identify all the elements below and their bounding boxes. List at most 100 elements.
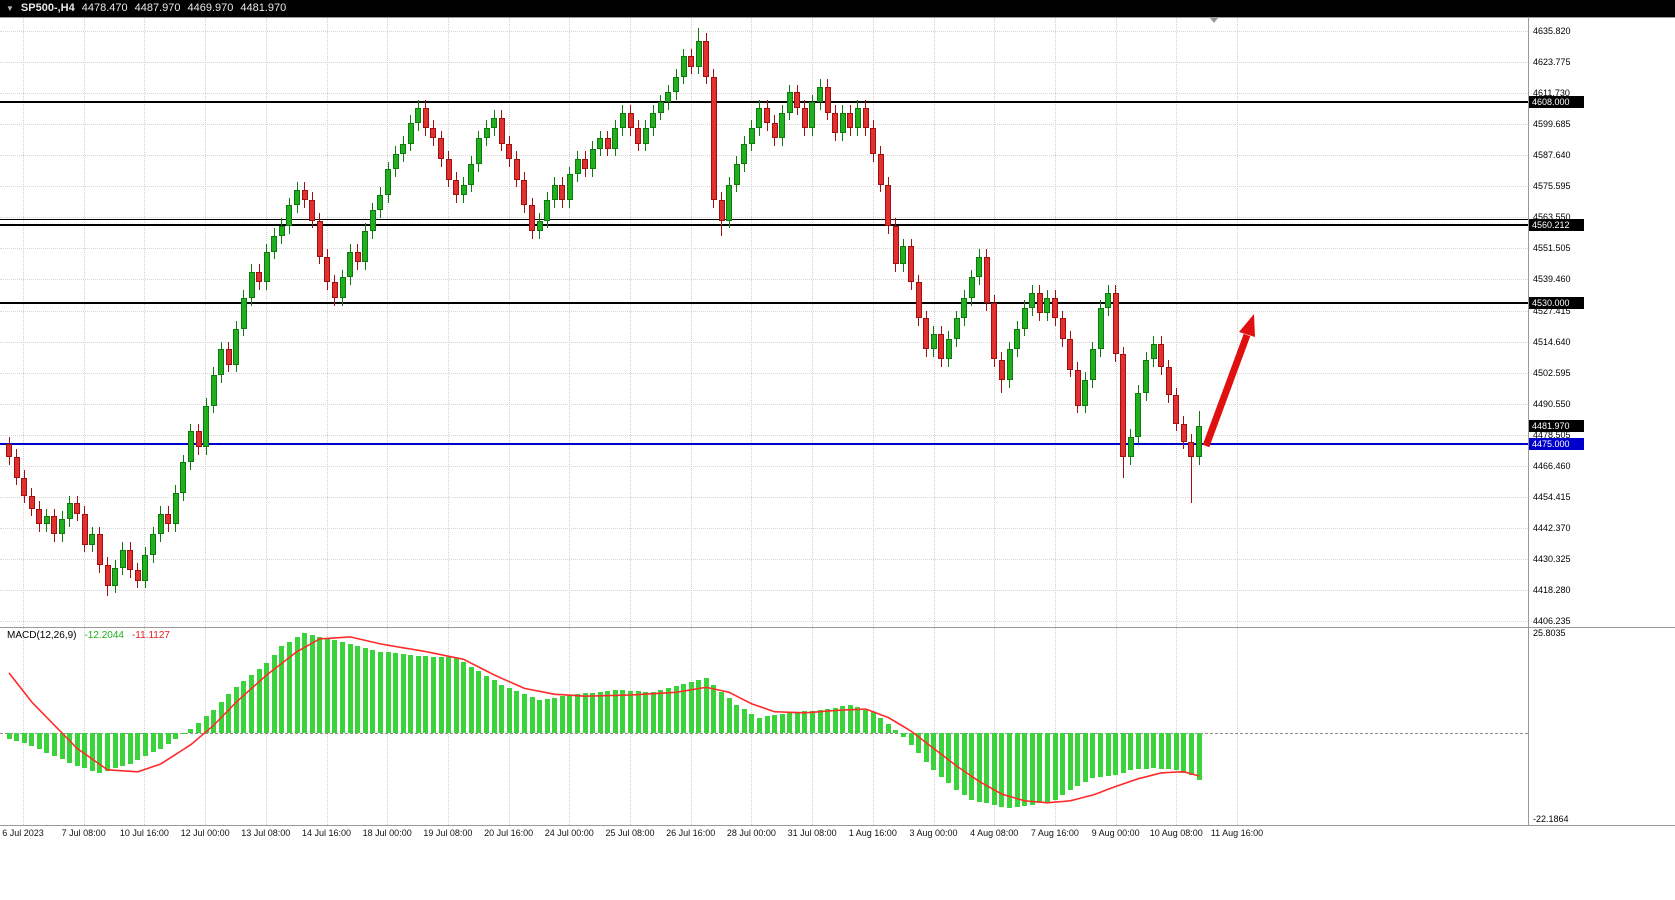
time-axis-label: 31 Jul 08:00 [787,828,837,838]
candle-down [316,220,323,257]
candle-up [1089,349,1096,381]
macd-histogram-bar [946,733,952,784]
candle-down [877,153,884,185]
chart-shift-marker[interactable] [1210,18,1218,23]
price-level-tag: 4560.212 [1529,219,1584,232]
candle-up [566,174,573,201]
macd-histogram-bar [279,645,285,733]
price-scale-label: 4430.325 [1533,554,1571,565]
macd-histogram-bar [6,733,12,739]
macd-histogram-bar [423,656,429,733]
symbol-dropdown-icon[interactable]: ▼ [6,4,14,13]
macd-histogram-bar [665,687,671,733]
vertical-gridline [690,18,692,825]
vertical-gridline [569,18,571,825]
macd-histogram-bar [688,681,694,733]
candle-up [1006,349,1013,381]
candle-up [1150,344,1157,360]
candle-up [597,138,604,149]
candle-up [930,333,937,350]
candle-up [172,493,179,524]
vertical-gridline [994,18,996,825]
time-axis-label: 12 Jul 00:00 [180,828,230,838]
candle-up [89,534,96,545]
macd-histogram-bar [286,641,292,733]
macd-histogram-bar [991,733,997,806]
candle-down [1036,292,1043,314]
macd-histogram-bar [1067,733,1073,790]
candle-up [551,184,558,201]
candle-up [1014,328,1021,350]
candle-up [112,567,119,586]
macd-histogram-bar [120,733,126,767]
macd-histogram-bar [696,679,702,733]
candle-up [369,210,376,231]
candle-up [741,143,748,165]
macd-histogram-bar [537,700,543,733]
candle-up [1029,292,1036,309]
candle-up [286,205,293,226]
macd-histogram-bar [324,638,330,733]
vertical-gridline [326,18,328,825]
candle-up [271,236,278,252]
candle-up [187,431,194,463]
candle-down [1067,338,1074,370]
macd-signal-line [8,636,1200,804]
macd-histogram-bar [809,710,815,733]
candle-up [210,374,217,406]
candle-down [430,128,437,139]
candle-up [468,164,475,185]
candle-down [847,112,854,129]
scale-separator [1528,18,1529,825]
candle-down [422,107,429,129]
macd-histogram-bar [559,696,565,733]
macd-histogram-bar [21,733,27,743]
time-axis-label: 25 Jul 08:00 [605,828,655,838]
candle-down [438,138,445,160]
candle-up [218,349,225,375]
candle-down [1074,369,1081,406]
candle-down [801,107,808,129]
candle-down [703,40,710,77]
macd-histogram-bar [908,733,914,745]
candle-down [908,246,915,283]
up-trend-arrow [1202,314,1255,448]
bar-high-value: 4487.970 [134,2,181,14]
price-scale-label: 4599.685 [1533,119,1571,130]
time-axis[interactable]: 6 Jul 2023 7 Jul 08:00 10 Jul 16:00 12 Jul … [0,825,1528,843]
macd-histogram-bar [203,716,209,733]
macd-histogram-bar [582,693,588,733]
time-axis-label: 6 Jul 2023 [2,828,44,838]
horizontal-gridline [0,496,1528,498]
candle-down [1059,318,1066,339]
macd-histogram-bar [142,733,148,757]
macd-histogram-bar [719,691,725,733]
candle-up [1082,380,1089,406]
macd-histogram-bar [226,694,232,733]
horizontal-gridline [0,31,1528,32]
macd-histogram-bar [377,651,383,733]
macd-histogram-bar [241,680,247,733]
macd-histogram-bar [1029,733,1035,806]
macd-histogram-bar [332,640,338,733]
macd-histogram-bar [855,707,861,733]
vertical-gridline [1115,18,1117,825]
macd-histogram-bar [347,643,353,733]
candle-down [51,516,58,535]
macd-histogram-bar [1090,733,1096,778]
chart-title-bar: ▼ SP500-,H4 4478.470 4487.970 4469.970 4481.9… [0,0,1675,17]
vertical-gridline [144,18,146,825]
macd-histogram-bar [544,698,550,733]
macd-histogram-bar [408,654,414,733]
macd-histogram-bar [29,733,35,747]
candle-up [817,87,824,103]
candle-up [839,112,846,134]
candle-up [66,503,73,519]
horizontal-level-line [0,224,1528,227]
candle-up [415,107,422,124]
macd-histogram-bar [870,712,876,733]
macd-histogram-bar [741,709,747,733]
price-scale-label: 4406.235 [1533,616,1571,627]
horizontal-gridline [0,465,1528,467]
time-axis-label: 20 Jul 16:00 [484,828,534,838]
